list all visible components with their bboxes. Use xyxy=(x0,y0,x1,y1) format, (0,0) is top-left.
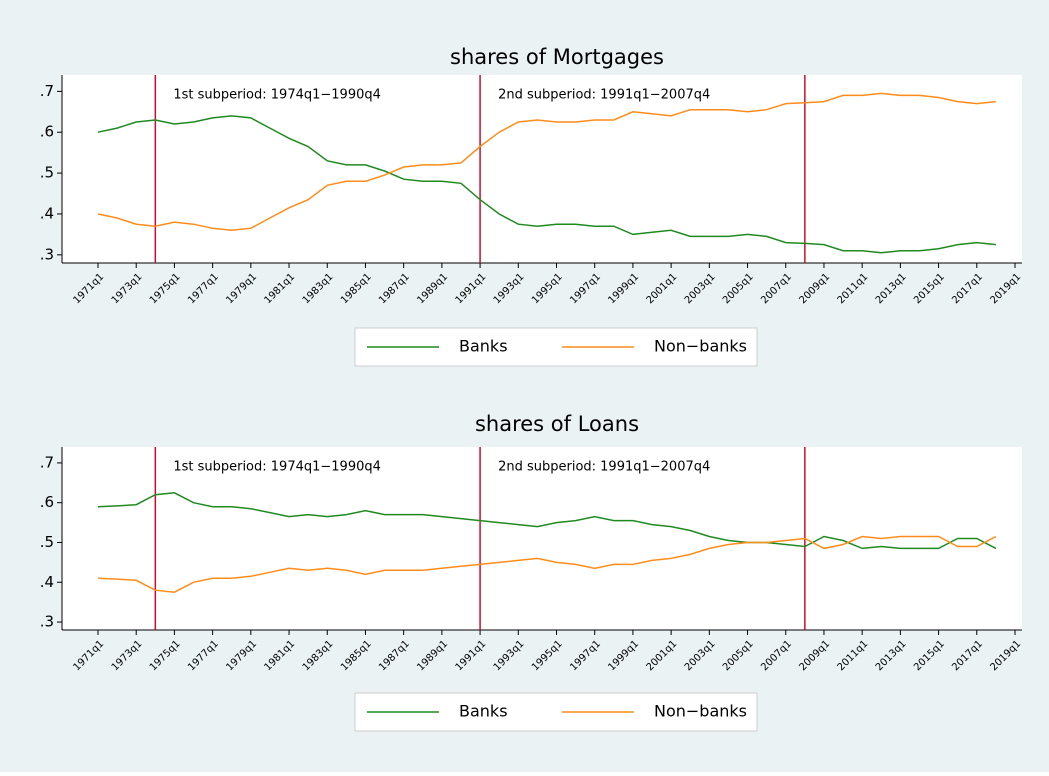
plot-area xyxy=(62,75,1022,263)
y-tick-label: .3 xyxy=(40,613,54,631)
series-line xyxy=(97,92,996,232)
y-tick-label: .4 xyxy=(40,573,54,591)
legend-label: Non−banks xyxy=(654,702,747,721)
series-line xyxy=(97,535,997,593)
annotation: 2nd subperiod: 1991q1−2007q4 xyxy=(498,460,710,475)
legend-label: Banks xyxy=(459,702,508,721)
annotation: 1st subperiod: 1974q1−1990q4 xyxy=(173,88,381,103)
y-tick-label: .6 xyxy=(40,123,54,141)
y-tick-label: .7 xyxy=(40,82,54,100)
y-tick-label: .7 xyxy=(40,453,54,471)
series-line xyxy=(97,115,996,254)
y-tick-label: .3 xyxy=(40,245,54,263)
chart-title: shares of Mortgages xyxy=(450,45,664,69)
series-line xyxy=(97,492,997,550)
legend-label: Banks xyxy=(459,337,508,356)
legend-label: Non−banks xyxy=(654,337,747,356)
plot-area xyxy=(62,447,1022,630)
y-tick-label: .6 xyxy=(40,493,54,511)
annotation: 2nd subperiod: 1991q1−2007q4 xyxy=(498,88,710,103)
chart-title: shares of Loans xyxy=(475,412,639,436)
y-tick-label: .4 xyxy=(40,204,54,222)
y-tick-label: .5 xyxy=(40,533,54,551)
y-tick-label: .5 xyxy=(40,164,54,182)
annotation: 1st subperiod: 1974q1−1990q4 xyxy=(173,460,381,475)
